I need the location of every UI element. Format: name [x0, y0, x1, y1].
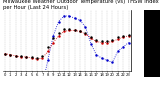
- Text: Milwaukee Weather Outdoor Temperature (vs) THSW Index per Hour (Last 24 Hours): Milwaukee Weather Outdoor Temperature (v…: [3, 0, 159, 10]
